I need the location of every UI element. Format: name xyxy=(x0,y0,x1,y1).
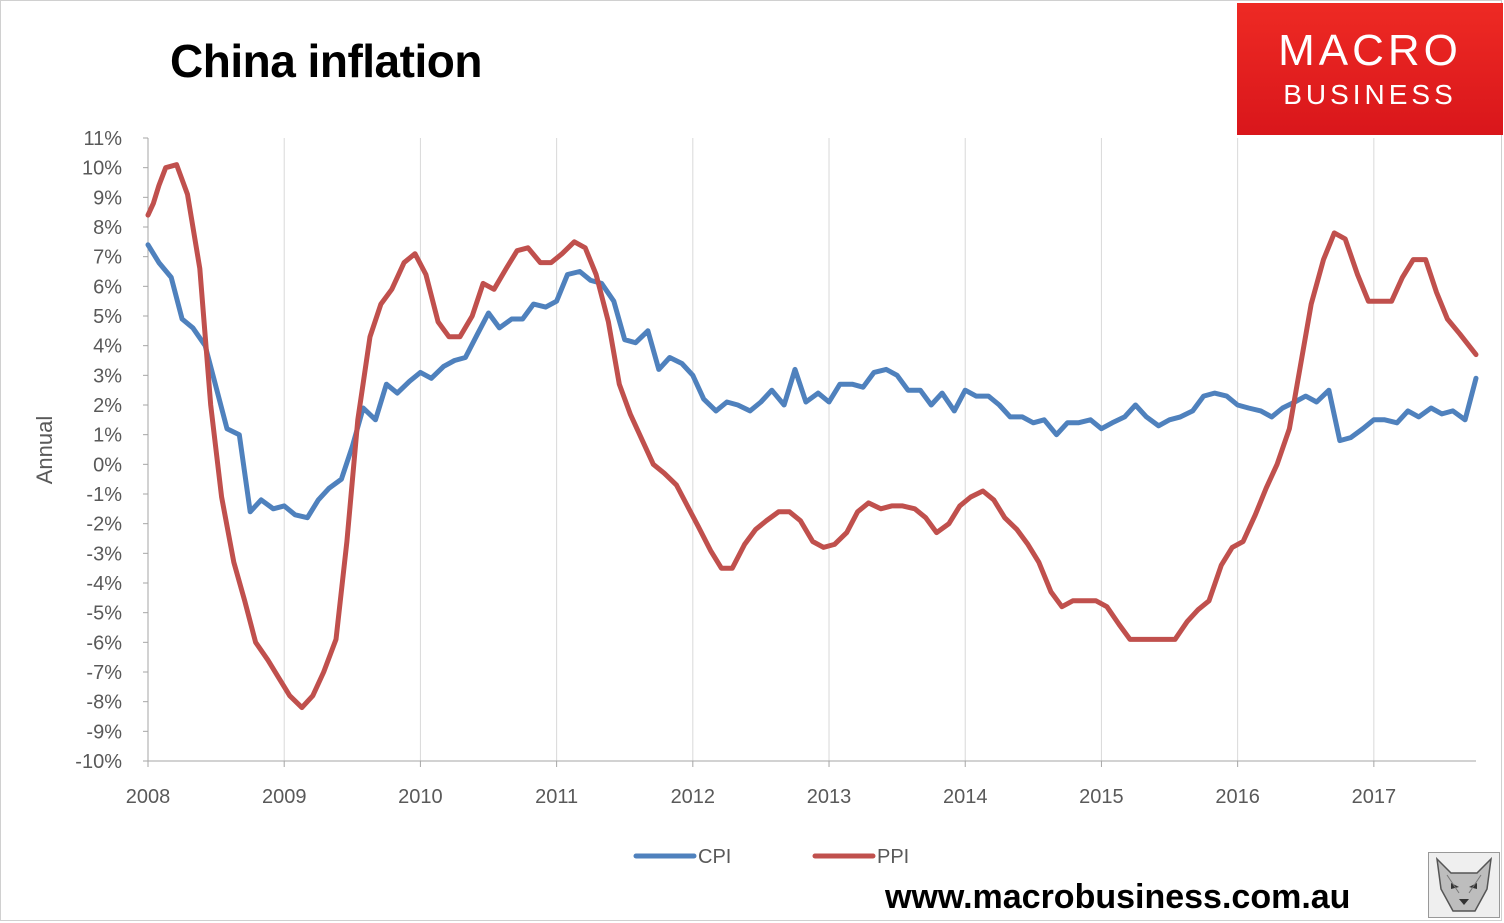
y-tick-label: 5% xyxy=(93,306,122,328)
y-tick-label: 6% xyxy=(93,276,122,298)
y-tick-label: -2% xyxy=(86,514,122,536)
y-tick-label: 1% xyxy=(93,425,122,447)
x-tick-label: 2014 xyxy=(943,786,988,808)
x-tick-label: 2013 xyxy=(807,786,852,808)
grid-lines xyxy=(283,138,1375,761)
y-tick-label: 3% xyxy=(93,365,122,387)
legend: CPI PPI xyxy=(633,846,909,868)
series-lines xyxy=(145,162,1479,711)
mascot-wolf-icon xyxy=(1428,852,1500,918)
y-tick-label: 9% xyxy=(93,187,122,209)
legend-label-ppi: PPI xyxy=(877,846,909,868)
y-tick-label: -1% xyxy=(86,484,122,506)
y-tick-label: 10% xyxy=(82,158,122,180)
y-tick-label: -4% xyxy=(86,573,122,595)
x-tick-label: 2009 xyxy=(262,786,307,808)
x-tick-label: 2016 xyxy=(1215,786,1260,808)
y-tick-label: 8% xyxy=(93,217,122,239)
logo-line-2: BUSINESS xyxy=(1283,79,1457,110)
x-tick-label: 2015 xyxy=(1079,786,1124,808)
series-line-cpi xyxy=(145,242,1479,521)
website-url: www.macrobusiness.com.au xyxy=(885,878,1351,916)
x-tick-label: 2012 xyxy=(671,786,716,808)
legend-label-cpi: CPI xyxy=(698,846,731,868)
x-tick-label: 2017 xyxy=(1352,786,1397,808)
y-tick-label: 0% xyxy=(93,454,122,476)
y-tick-label: -8% xyxy=(86,692,122,714)
y-tick-label: 11% xyxy=(83,128,122,150)
brand-logo: MACRO BUSINESS xyxy=(1237,3,1503,135)
logo-line-1: MACRO xyxy=(1278,26,1462,75)
y-tick-label: -6% xyxy=(86,632,122,654)
y-tick-label: 7% xyxy=(93,247,122,269)
y-tick-label: -5% xyxy=(86,603,122,625)
y-tick-label: 4% xyxy=(93,336,122,358)
axes xyxy=(143,137,1476,767)
y-tick-label: -9% xyxy=(86,721,122,743)
y-tick-label: 2% xyxy=(93,395,122,417)
y-tick-label: -10% xyxy=(75,751,122,773)
series-line-ppi xyxy=(145,162,1479,711)
x-tick-label: 2008 xyxy=(126,786,171,808)
page-title: China inflation xyxy=(170,35,482,87)
y-axis-ticks: -10% -9% -8% -7% -6% -5% -4% -3% -2% -1% 0% 1% 2% 3% 4… xyxy=(75,128,122,773)
x-axis-ticks: 2008 2009 2010 2011 2012 2013 2014 2015 2016 2017 xyxy=(126,786,1396,808)
x-tick-label: 2010 xyxy=(398,786,443,808)
y-tick-label: -3% xyxy=(86,543,122,565)
x-tick-label: 2011 xyxy=(535,786,578,808)
y-axis-label: Annual xyxy=(32,416,57,485)
y-tick-label: -7% xyxy=(86,662,122,684)
